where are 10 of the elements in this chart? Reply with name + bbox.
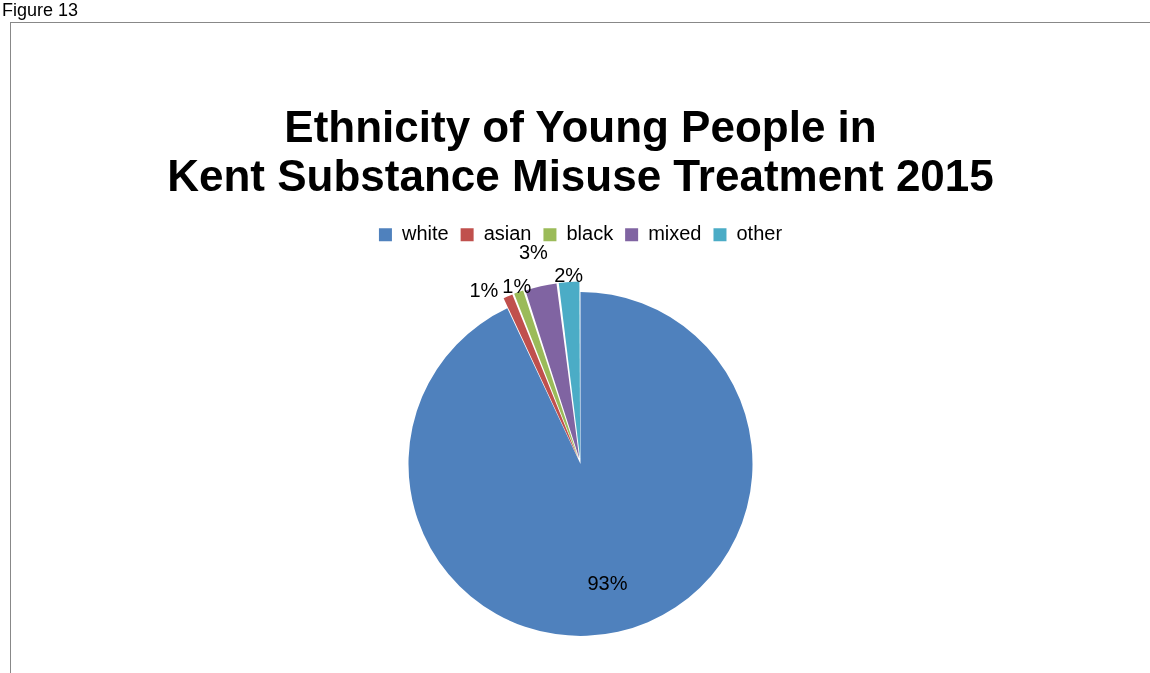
data-label: 1%	[502, 274, 532, 297]
legend-label: white	[400, 222, 449, 245]
legend-label: black	[566, 222, 615, 245]
data-label: 1%	[469, 278, 499, 301]
chart-title: Ethnicity of Young People in Kent Substance Misuse Treatment 2015	[167, 102, 994, 200]
data-label: 93%	[587, 572, 628, 595]
legend-label: mixed	[648, 222, 702, 245]
caption: Figure 13	[2, 0, 79, 21]
data-label: 2%	[554, 263, 584, 286]
legend-label: other	[736, 222, 783, 245]
